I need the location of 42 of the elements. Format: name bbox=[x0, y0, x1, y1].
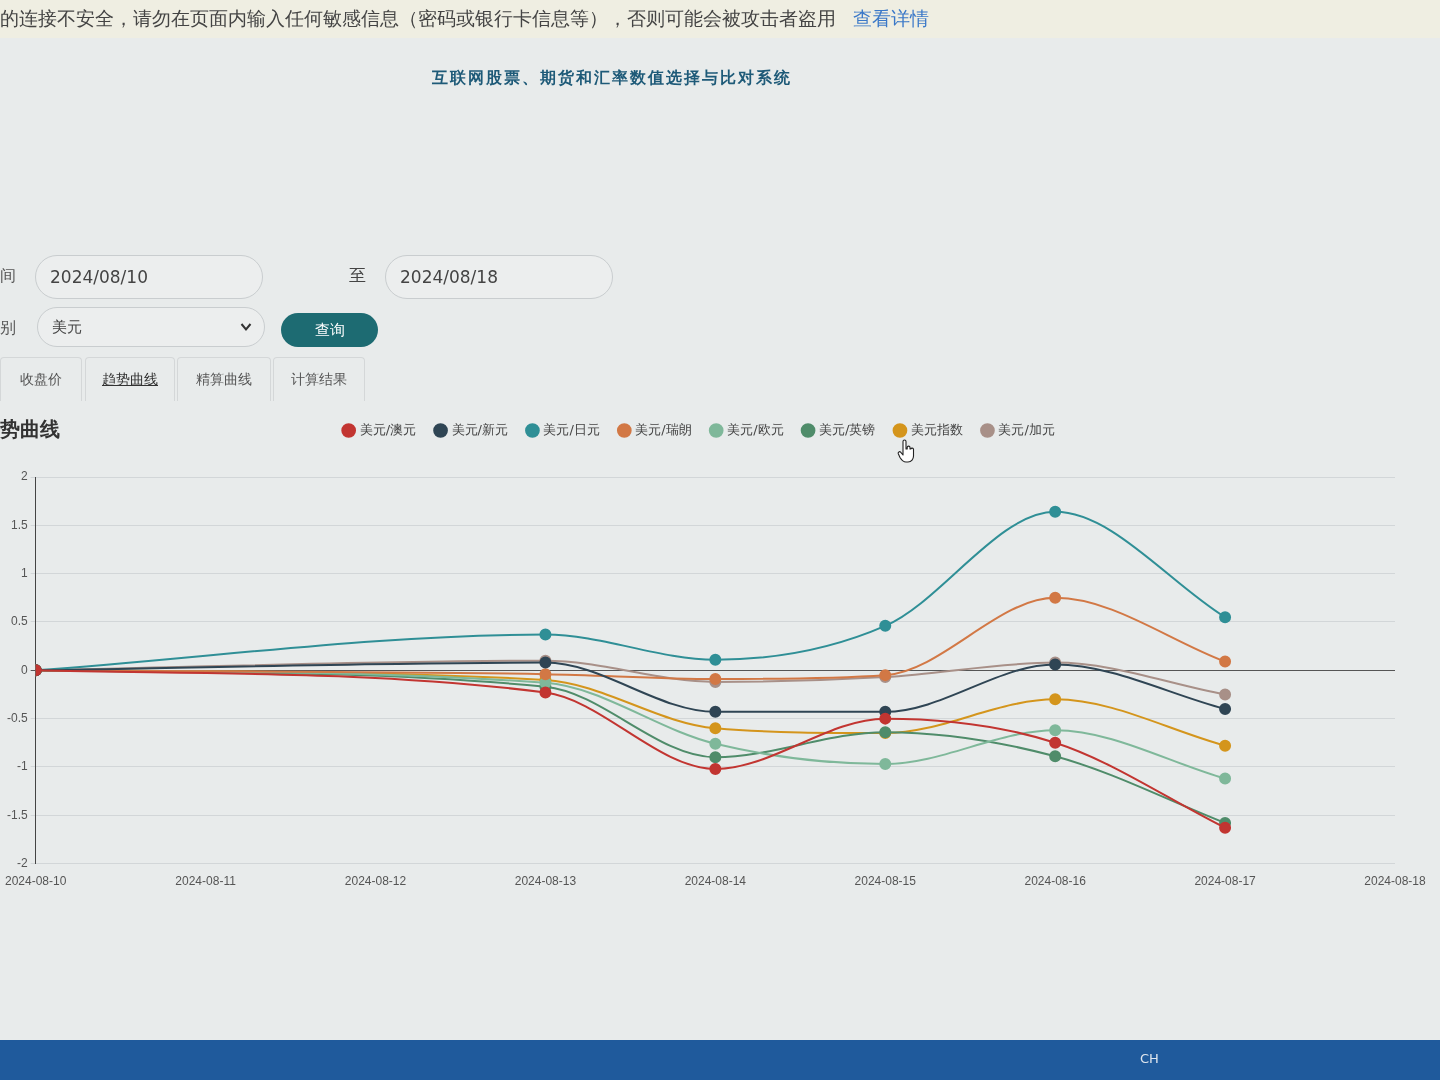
x-tick-label: 2024-08-18 bbox=[1364, 874, 1427, 889]
text: 至 bbox=[349, 264, 366, 287]
legend-label: 美元指数 bbox=[910, 421, 963, 437]
text: 查看详情 bbox=[853, 6, 929, 31]
tab: 计算结果 bbox=[273, 357, 365, 401]
x-tick-label: 2024-08-17 bbox=[1194, 874, 1257, 889]
y-tick-label: -2 bbox=[17, 855, 28, 870]
button: 查询 bbox=[281, 313, 378, 347]
y-tick-label: 1 bbox=[20, 565, 28, 580]
y-tick-label: 1.5 bbox=[10, 517, 28, 532]
legend-label: 美元/瑞朗 bbox=[635, 421, 692, 437]
text: 的连接不安全，请勿在页面内输入任何敏感信息（密码或银行卡信息等），否则可能会被攻击者盗用 bbox=[0, 6, 836, 31]
y-tick-label: 0 bbox=[20, 662, 28, 677]
x-tick-label: 2024-08-13 bbox=[514, 874, 577, 889]
chart-title: 势曲线 bbox=[0, 416, 60, 443]
dropdown-field: 美元 bbox=[37, 307, 265, 347]
tab: 精算曲线 bbox=[177, 357, 271, 401]
legend-label: 美元/加元 bbox=[998, 421, 1055, 437]
date-field: 2024/08/10 bbox=[35, 255, 263, 299]
y-tick-label: 2 bbox=[20, 469, 28, 484]
date-field: 2024/08/18 bbox=[385, 255, 613, 299]
x-tick-label: 2024-08-10 bbox=[4, 874, 67, 889]
legend-label: 美元/澳元 bbox=[359, 421, 417, 437]
text: 间 bbox=[0, 266, 16, 287]
x-tick-label: 2024-08-11 bbox=[175, 874, 237, 889]
y-tick-label: 0.5 bbox=[10, 614, 28, 629]
text: 别 bbox=[0, 318, 16, 339]
y-tick-label: -1.5 bbox=[6, 807, 28, 822]
tab: 收盘价 bbox=[0, 357, 82, 401]
legend-label: 美元/新元 bbox=[451, 421, 508, 437]
legend-label: 美元/英镑 bbox=[819, 421, 876, 437]
legend-label: 美元/欧元 bbox=[727, 421, 784, 437]
y-tick-label: -1 bbox=[17, 759, 28, 774]
x-tick-label: 2024-08-14 bbox=[684, 874, 747, 889]
tab: 趋势曲线 bbox=[85, 357, 175, 401]
legend-label: 美元/日元 bbox=[543, 421, 600, 437]
x-tick-label: 2024-08-12 bbox=[344, 874, 407, 889]
y-tick-label: -0.5 bbox=[6, 710, 28, 725]
x-tick-label: 2024-08-16 bbox=[1024, 874, 1087, 889]
text: CH bbox=[1140, 1051, 1159, 1066]
text: 互联网股票、期货和汇率数值选择与比对系统 bbox=[432, 68, 792, 89]
x-tick-label: 2024-08-15 bbox=[854, 874, 917, 889]
